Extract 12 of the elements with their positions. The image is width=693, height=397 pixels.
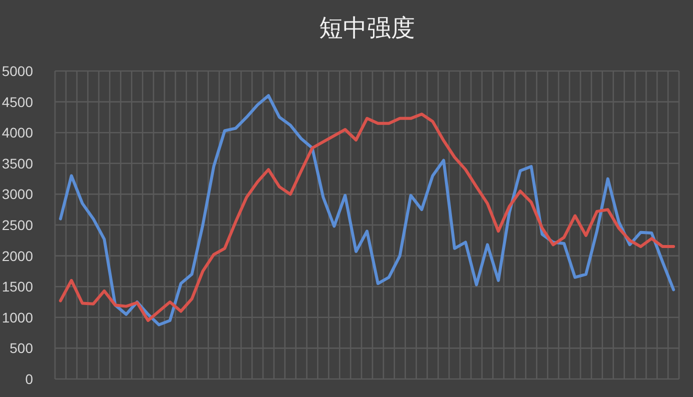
- y-tick-label: 1500: [2, 278, 34, 295]
- chart-title: 短中强度: [319, 14, 415, 42]
- y-tick-label: 500: [10, 340, 34, 356]
- y-tick-label: 3000: [2, 186, 34, 202]
- y-tick-label: 5000: [2, 63, 34, 79]
- y-tick-label: 4500: [2, 94, 34, 110]
- y-tick-label: 1000: [2, 309, 34, 326]
- y-tick-label: 3500: [2, 155, 34, 172]
- y-tick-label: 2500: [2, 217, 34, 233]
- y-tick-label: 2000: [2, 248, 34, 264]
- y-tick-label: 0: [25, 371, 34, 387]
- y-tick-label: 4000: [2, 124, 34, 141]
